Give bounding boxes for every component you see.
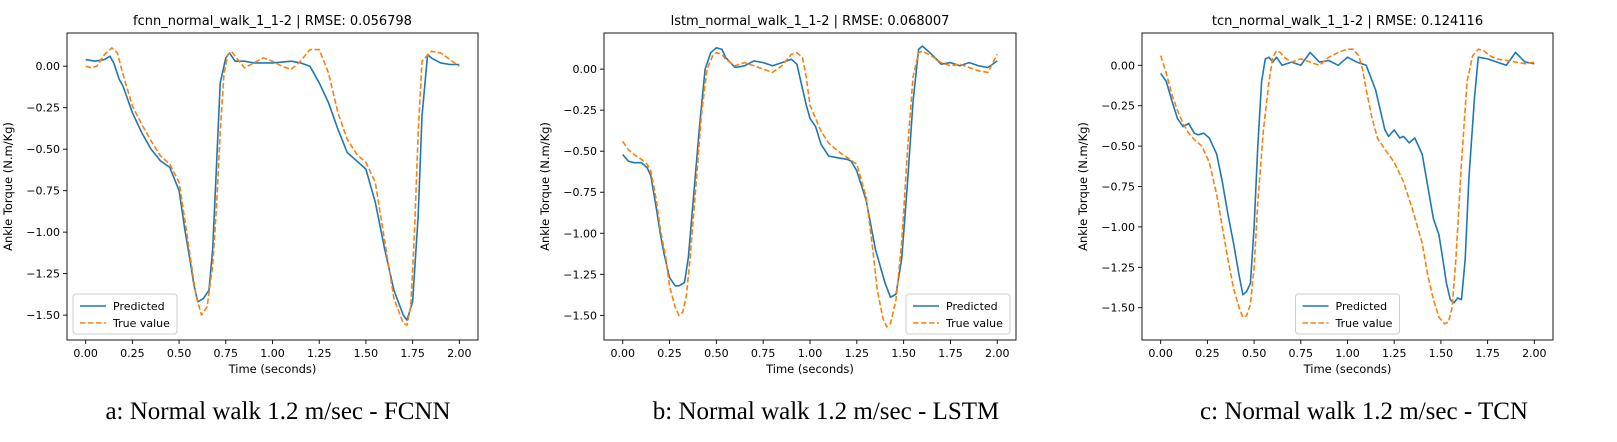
y-tick-label: −0.50 [1101, 140, 1135, 153]
x-tick-label: 0.75 [751, 347, 776, 360]
x-tick-label: 1.75 [938, 347, 963, 360]
series-line-true-value [85, 47, 460, 326]
x-tick-label: 0.50 [1242, 347, 1267, 360]
legend-box [1295, 293, 1400, 335]
y-tick-label: −1.25 [26, 268, 60, 281]
x-tick-label: 1.50 [891, 347, 916, 360]
y-tick-label: −0.50 [563, 145, 597, 158]
legend-box [905, 293, 1011, 335]
x-tick-label: 1.50 [1429, 347, 1454, 360]
x-tick-label: 1.75 [1475, 347, 1500, 360]
x-tick-label: 0.25 [1195, 347, 1220, 360]
x-tick-label: 0.25 [657, 347, 682, 360]
legend-label-true-value: True value [1335, 317, 1393, 330]
y-axis-label: Ankle Torque (N.m/Kg) [1076, 122, 1090, 251]
x-tick-label: 0.00 [610, 347, 635, 360]
y-tick-label: −1.50 [563, 309, 597, 322]
legend: Predicted True value [1295, 293, 1400, 335]
x-tick-label: 0.00 [73, 347, 98, 360]
x-tick-label: 0.75 [214, 347, 239, 360]
legend-label-predicted: Predicted [113, 300, 165, 313]
series-line-predicted [85, 52, 460, 321]
y-tick-label: −0.75 [563, 186, 597, 199]
x-tick-label: 1.50 [354, 347, 379, 360]
x-tick-label: 2.00 [1522, 347, 1547, 360]
chart-title: lstm_normal_walk_1_1-2 | RMSE: 0.068007 [671, 14, 950, 29]
y-tick-label: −1.50 [26, 309, 60, 322]
y-tick-label: 0.00 [36, 60, 61, 73]
chart-0: fcnn_normal_walk_1_1-2 | RMSE: 0.056798 0… [1, 14, 479, 376]
x-tick-label: 2.00 [985, 347, 1010, 360]
legend-box [72, 293, 178, 335]
x-tick-label: 2.00 [447, 347, 472, 360]
y-tick-label: −0.25 [1101, 100, 1135, 113]
series-line-predicted [622, 45, 998, 299]
x-tick-label: 0.00 [1148, 347, 1173, 360]
x-tick-label: 0.75 [1289, 347, 1314, 360]
legend-label-predicted: Predicted [1336, 300, 1388, 313]
y-tick-label: −1.00 [1101, 221, 1135, 234]
y-tick-label: −0.50 [26, 143, 60, 156]
x-tick-label: 0.50 [167, 347, 192, 360]
x-axis-label: Time (seconds) [765, 362, 854, 376]
x-tick-label: 1.00 [798, 347, 823, 360]
y-tick-label: −1.25 [563, 268, 597, 281]
y-tick-label: −0.75 [1101, 181, 1135, 194]
caption-b: b: Normal walk 1.2 m/sec - LSTM [652, 398, 1000, 425]
legend-label-predicted: Predicted [946, 300, 998, 313]
chart-2: tcn_normal_walk_1_1-2 | RMSE: 0.124116 0.… [1076, 14, 1554, 376]
x-tick-label: 1.25 [307, 347, 332, 360]
chart-title: fcnn_normal_walk_1_1-2 | RMSE: 0.056798 [133, 14, 412, 29]
x-tick-label: 1.75 [400, 347, 425, 360]
y-tick-label: −1.00 [563, 227, 597, 240]
x-tick-label: 1.25 [1382, 347, 1407, 360]
x-tick-label: 1.25 [845, 347, 870, 360]
chart-title: tcn_normal_walk_1_1-2 | RMSE: 0.124116 [1212, 14, 1483, 29]
x-tick-label: 1.00 [260, 347, 285, 360]
series-line-true-value [1159, 48, 1535, 325]
y-tick-label: −1.00 [26, 226, 60, 239]
y-tick-label: −0.25 [26, 102, 60, 115]
legend: Predicted True value [72, 293, 178, 335]
y-axis-label: Ankle Torque (N.m/Kg) [538, 122, 552, 251]
y-axis-label: Ankle Torque (N.m/Kg) [1, 122, 15, 251]
x-tick-label: 0.25 [120, 347, 145, 360]
y-tick-label: −1.25 [1101, 261, 1135, 274]
legend-label-true-value: True value [112, 317, 170, 330]
series-line-true-value [622, 50, 999, 328]
y-tick-label: 0.00 [1111, 59, 1136, 72]
chart-1: lstm_normal_walk_1_1-2 | RMSE: 0.068007 0… [538, 14, 1017, 376]
x-axis-label: Time (seconds) [1303, 362, 1392, 376]
x-tick-label: 0.50 [704, 347, 729, 360]
y-tick-label: −0.75 [26, 185, 60, 198]
y-tick-label: −0.25 [563, 104, 597, 117]
y-tick-label: −1.50 [1101, 302, 1135, 315]
series-line-predicted [1160, 51, 1535, 304]
x-axis-label: Time (seconds) [228, 362, 317, 376]
legend-label-true-value: True value [945, 317, 1003, 330]
caption-c: c: Normal walk 1.2 m/sec - TCN [1200, 398, 1528, 425]
caption-a: a: Normal walk 1.2 m/sec - FCNN [105, 398, 451, 425]
legend: Predicted True value [905, 293, 1011, 335]
x-tick-label: 1.00 [1335, 347, 1360, 360]
y-tick-label: 0.00 [573, 63, 598, 76]
